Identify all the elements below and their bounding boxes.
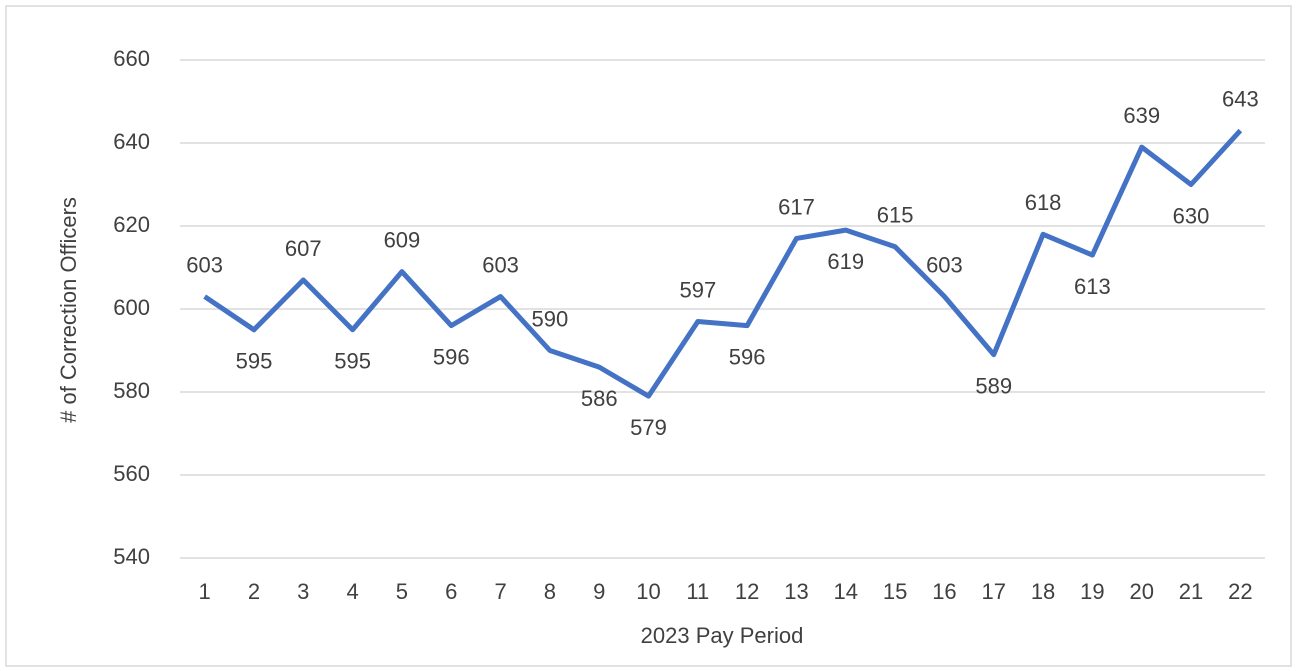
x-tick-label: 22 [1228, 579, 1252, 604]
data-label: 619 [827, 249, 864, 274]
x-tick-label: 14 [834, 579, 858, 604]
x-tick-label: 8 [544, 579, 556, 604]
y-tick-label: 580 [113, 378, 150, 403]
x-tick-label: 16 [932, 579, 956, 604]
data-label: 618 [1025, 190, 1062, 215]
x-tick-label: 2 [248, 579, 260, 604]
x-tick-label: 12 [735, 579, 759, 604]
x-tick-label: 9 [593, 579, 605, 604]
data-label: 603 [482, 252, 519, 277]
y-tick-label: 660 [113, 46, 150, 71]
x-tick-label: 13 [784, 579, 808, 604]
x-tick-label: 6 [445, 579, 457, 604]
data-label: 586 [581, 386, 618, 411]
x-tick-label: 17 [982, 579, 1006, 604]
data-label: 597 [679, 277, 716, 302]
data-label: 617 [778, 194, 815, 219]
data-label: 609 [384, 227, 421, 252]
data-label: 607 [285, 236, 322, 261]
data-label: 643 [1222, 86, 1259, 111]
x-tick-label: 19 [1080, 579, 1104, 604]
chart-frame [5, 5, 1292, 667]
data-label: 595 [236, 349, 273, 374]
x-axis-title: 2023 Pay Period [641, 623, 804, 648]
y-tick-label: 620 [113, 212, 150, 237]
data-label: 595 [334, 349, 371, 374]
data-label: 590 [532, 306, 569, 331]
x-tick-label: 20 [1129, 579, 1153, 604]
y-tick-label: 540 [113, 544, 150, 569]
data-label: 615 [877, 203, 914, 228]
x-tick-label: 21 [1179, 579, 1203, 604]
data-label: 589 [975, 373, 1012, 398]
data-label: 603 [926, 252, 963, 277]
data-line [203, 128, 1243, 399]
data-label: 613 [1074, 274, 1111, 299]
y-tick-label: 560 [113, 461, 150, 486]
x-tick-label: 15 [883, 579, 907, 604]
x-tick-label: 4 [346, 579, 358, 604]
data-label: 596 [433, 344, 470, 369]
x-tick-label: 11 [686, 579, 709, 604]
data-label: 579 [630, 415, 667, 440]
y-tick-label: 600 [113, 295, 150, 320]
x-tick-label: 3 [297, 579, 309, 604]
data-label: 603 [186, 252, 223, 277]
data-label: 639 [1123, 103, 1160, 128]
y-tick-label: 640 [113, 129, 150, 154]
data-label: 596 [729, 344, 766, 369]
x-tick-label: 18 [1031, 579, 1055, 604]
data-label: 630 [1173, 203, 1210, 228]
x-tick-label: 1 [199, 579, 211, 604]
x-tick-label: 10 [636, 579, 660, 604]
y-axis-title: # of Correction Officers [56, 197, 81, 423]
x-tick-label: 7 [494, 579, 506, 604]
x-tick-label: 5 [396, 579, 408, 604]
